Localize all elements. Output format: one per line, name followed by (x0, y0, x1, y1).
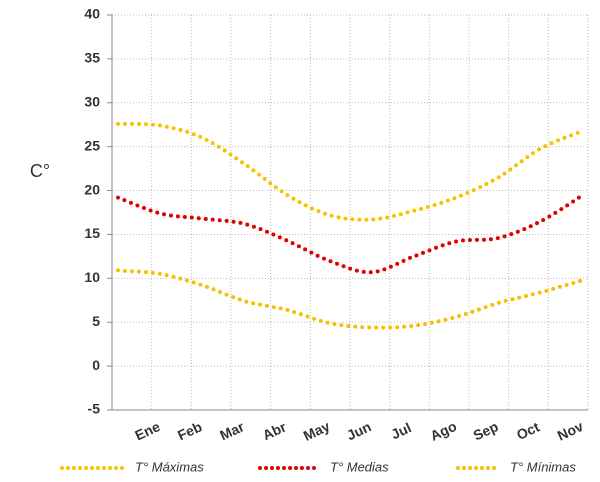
y-axis-label: C° (30, 161, 50, 181)
x-tick-label: Ene (132, 418, 162, 443)
x-tick-label: Oct (514, 419, 542, 444)
x-tick-label: Abr (260, 418, 289, 443)
x-tick-label: May (301, 418, 333, 444)
line-series (116, 192, 585, 275)
x-tick-label: Sep (471, 418, 501, 443)
legend-label: T° Máximas (135, 459, 204, 474)
y-tick-label: 35 (84, 50, 100, 66)
x-tick-label: Jun (344, 418, 373, 443)
y-tick-label: 15 (84, 225, 100, 241)
y-tick-label: 0 (92, 357, 100, 373)
line-series (116, 121, 585, 222)
line-series (116, 268, 585, 330)
y-tick-label: -5 (88, 401, 101, 417)
x-tick-label: Mar (217, 418, 247, 443)
legend-label: T° Medias (330, 459, 389, 474)
x-tick-label: Nov (555, 418, 586, 444)
y-tick-label: 20 (84, 181, 100, 197)
x-tick-label: Feb (175, 418, 204, 443)
legend-label: T° Mínimas (510, 459, 576, 474)
y-tick-label: 30 (84, 93, 100, 109)
y-tick-label: 40 (84, 6, 100, 22)
y-tick-label: 5 (92, 313, 100, 329)
x-tick-label: Jul (389, 419, 414, 442)
y-tick-label: 10 (84, 269, 100, 285)
x-tick-label: Ago (428, 418, 459, 444)
y-tick-label: 25 (84, 137, 100, 153)
